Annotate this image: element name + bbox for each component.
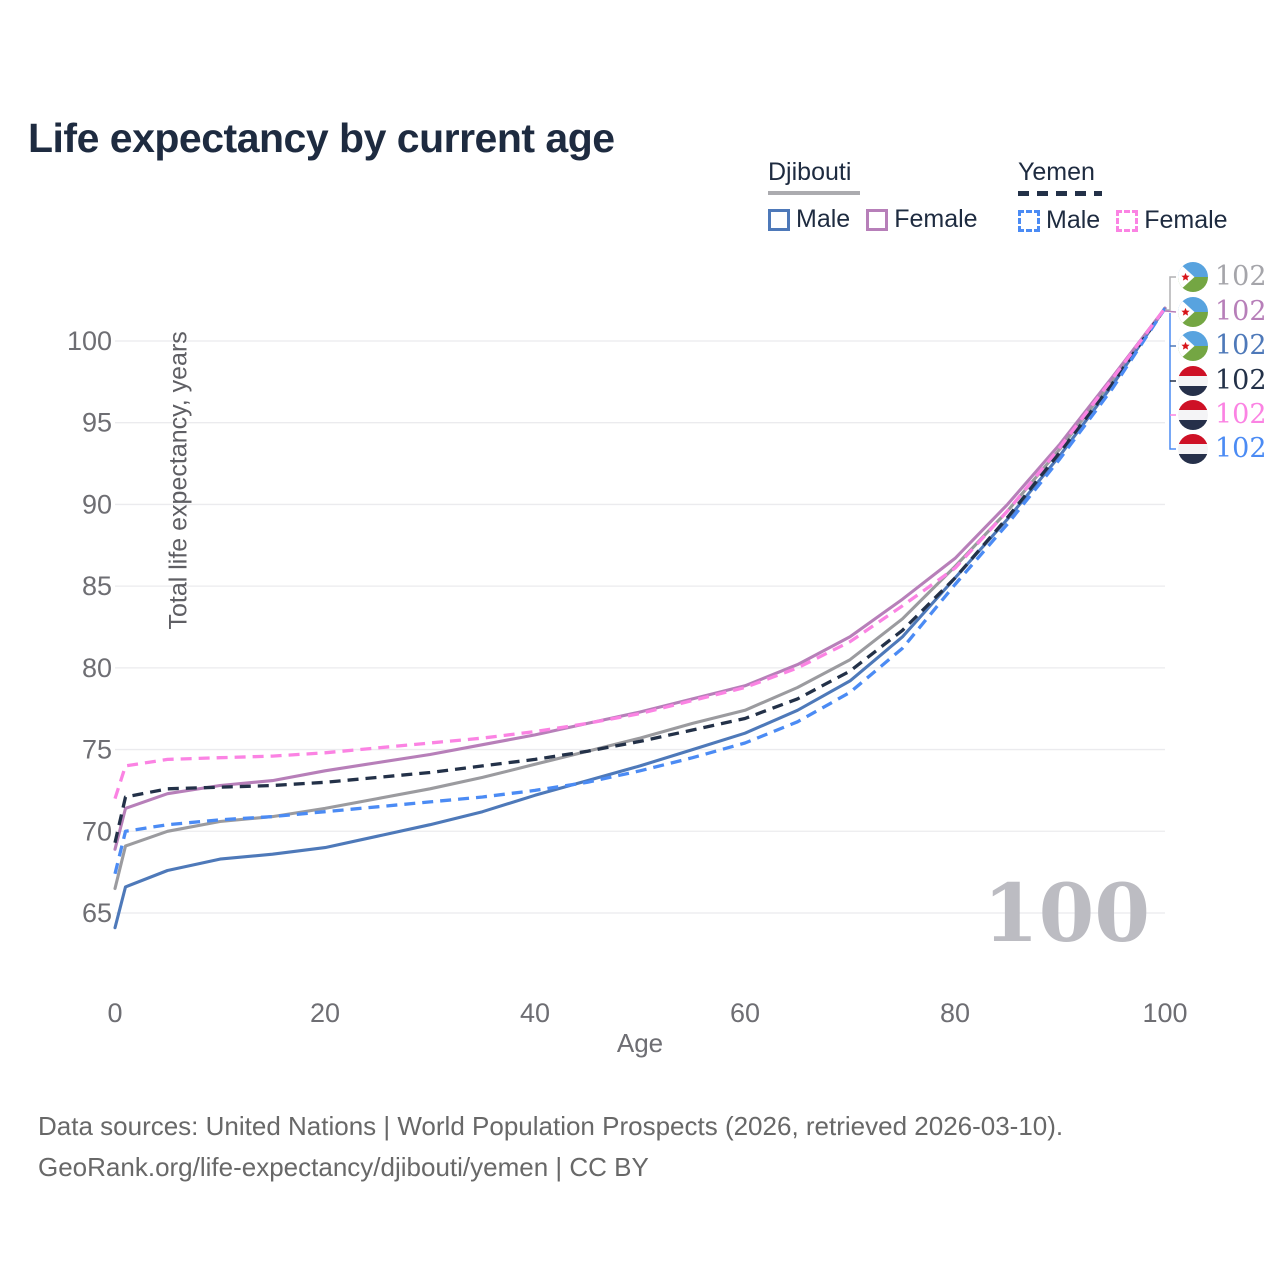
end-label-row-djibouti-1: 102 <box>1178 297 1267 327</box>
legend-group-djibouti: Djibouti Male Female <box>768 158 1028 234</box>
x-tick-20: 20 <box>310 998 340 1028</box>
y-axis-title: Total life expectancy, years <box>164 331 193 630</box>
end-value: 102 <box>1215 296 1267 327</box>
series-line-yemen-both-sexes <box>113 307 1167 844</box>
end-label-row-yemen-5: 102 <box>1178 434 1267 464</box>
end-label-row-djibouti-2: 102 <box>1178 331 1267 361</box>
footer-datasource-line: Data sources: United Nations | World Pop… <box>38 1111 1064 1141</box>
series-line-djibouti-female <box>113 306 1167 851</box>
yemen-male-swatch-icon <box>1018 209 1040 232</box>
y-tick-65: 65 <box>82 898 112 928</box>
y-tick-100: 100 <box>67 326 112 356</box>
end-value: 102 <box>1215 399 1267 430</box>
y-tick-85: 85 <box>82 571 112 601</box>
footer-url-line: GeoRank.org/life-expectancy/djibouti/yem… <box>38 1152 649 1182</box>
end-value: 102 <box>1215 365 1267 396</box>
series-line-yemen-male <box>113 307 1167 875</box>
legend-line-sample-djibouti <box>768 191 860 195</box>
yemen-flag-icon <box>1178 400 1208 430</box>
x-tick-60: 60 <box>730 998 760 1028</box>
legend-row-yemen: Male Female <box>1018 206 1278 235</box>
series-line-djibouti-male <box>113 306 1167 930</box>
x-tick-40: 40 <box>520 998 550 1028</box>
djibouti-male-swatch-icon <box>768 208 790 231</box>
djibouti-female-swatch-icon <box>866 208 889 231</box>
legend-item-yemen-female: Female <box>1116 206 1228 235</box>
y-tick-80: 80 <box>82 653 112 683</box>
y-tick-70: 70 <box>82 816 112 846</box>
yemen-female-swatch-icon <box>1116 209 1139 232</box>
series-line-djibouti-both-sexes <box>113 306 1167 891</box>
legend-group-yemen: Yemen Male Female <box>1018 158 1278 235</box>
end-label-row-yemen-3: 102 <box>1178 366 1267 396</box>
y-tick-95: 95 <box>82 408 112 438</box>
leader-line-djibouti-female <box>1164 310 1177 313</box>
leader-line-djibouti-both <box>1165 276 1176 311</box>
x-tick-80: 80 <box>940 998 970 1028</box>
footer: Data sources: United Nations | World Pop… <box>38 1106 1063 1188</box>
djibouti-flag-icon <box>1178 297 1208 327</box>
end-value: 102 <box>1215 261 1267 292</box>
series-line-yemen-female <box>113 307 1167 800</box>
x-tick-100: 100 <box>1142 998 1187 1028</box>
legend-item-djibouti-male: Male <box>768 205 850 234</box>
legend-item-yemen-male: Male <box>1018 206 1100 235</box>
age-counter-watermark: 100 <box>983 866 1150 960</box>
end-label-row-yemen-4: 102 <box>1178 400 1267 430</box>
x-axis-title: Age <box>617 1028 663 1058</box>
page-title: Life expectancy by current age <box>28 115 615 162</box>
legend-item-djibouti-female: Female <box>866 205 978 234</box>
end-value: 102 <box>1215 433 1267 464</box>
legend-country-yemen: Yemen <box>1018 158 1095 186</box>
yemen-flag-icon <box>1178 434 1208 464</box>
djibouti-flag-icon <box>1178 331 1208 361</box>
djibouti-flag-icon <box>1178 262 1208 292</box>
end-value: 102 <box>1215 330 1267 361</box>
leader-line-yemen-male <box>1169 313 1176 450</box>
legend-label-djibouti-female: Female <box>894 205 978 233</box>
legend-line-sample-yemen <box>1018 191 1102 196</box>
end-label-row-djibouti-0: 102 <box>1178 262 1267 292</box>
yemen-flag-icon <box>1178 366 1208 396</box>
legend-label-yemen-female: Female <box>1144 206 1228 234</box>
y-tick-75: 75 <box>82 735 112 765</box>
legend-row-djibouti: Male Female <box>768 205 1028 234</box>
legend-label-yemen-male: Male <box>1046 206 1101 234</box>
legend-country-djibouti: Djibouti <box>768 158 852 186</box>
legend-label-djibouti-male: Male <box>796 205 851 233</box>
x-tick-0: 0 <box>107 998 122 1028</box>
y-tick-90: 90 <box>82 489 112 519</box>
